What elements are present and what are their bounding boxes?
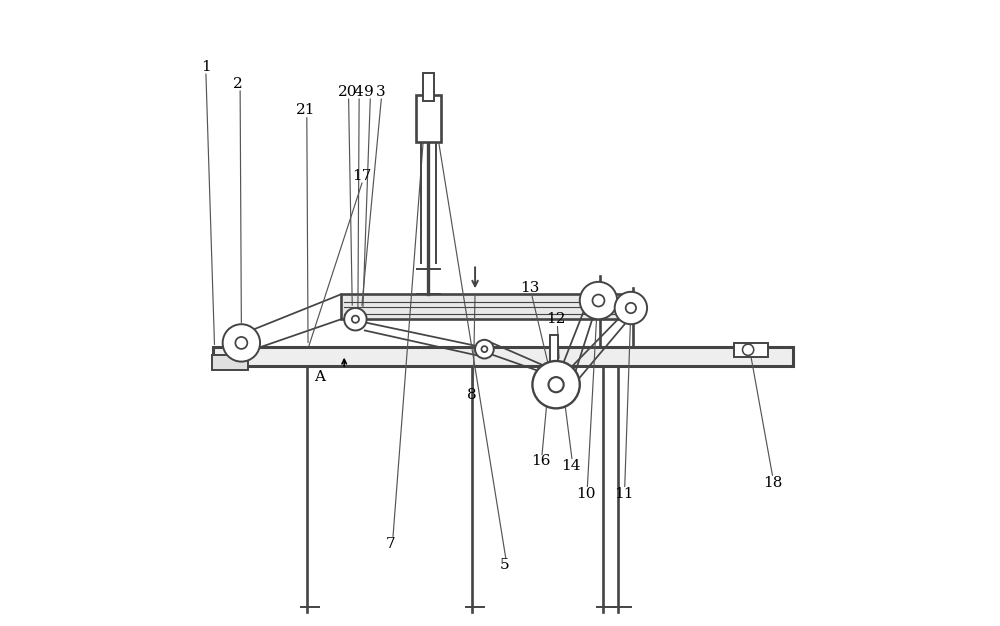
Circle shape: [532, 361, 580, 408]
Text: 8: 8: [467, 388, 477, 403]
Text: 13: 13: [520, 281, 540, 295]
Text: 11: 11: [614, 487, 633, 501]
Text: 4: 4: [353, 85, 363, 99]
Circle shape: [223, 324, 260, 362]
Circle shape: [549, 377, 564, 393]
Circle shape: [615, 292, 647, 324]
Text: 2: 2: [233, 76, 243, 91]
Text: 14: 14: [561, 459, 581, 473]
Bar: [423, 73, 434, 101]
Circle shape: [481, 346, 487, 352]
Text: 9: 9: [364, 85, 374, 99]
Text: 3: 3: [376, 85, 385, 99]
Bar: [213, 347, 793, 366]
Bar: [734, 343, 768, 357]
Text: 1: 1: [201, 60, 211, 74]
Text: 5: 5: [500, 558, 510, 572]
Text: A: A: [314, 369, 325, 384]
Circle shape: [626, 303, 636, 313]
Text: 10: 10: [576, 487, 596, 501]
Bar: [212, 355, 248, 371]
Circle shape: [742, 344, 754, 356]
Bar: [416, 95, 441, 141]
Circle shape: [592, 295, 604, 307]
Circle shape: [235, 337, 247, 349]
Bar: [341, 294, 622, 319]
Circle shape: [475, 340, 494, 359]
Text: 12: 12: [546, 312, 566, 326]
Text: 18: 18: [763, 476, 783, 490]
Bar: [550, 335, 558, 366]
Circle shape: [344, 308, 367, 331]
Text: 16: 16: [531, 454, 550, 468]
Text: 20: 20: [338, 85, 357, 99]
Circle shape: [352, 316, 359, 323]
Text: 17: 17: [352, 169, 371, 183]
Circle shape: [580, 282, 617, 319]
Text: 21: 21: [296, 103, 315, 118]
Text: 7: 7: [386, 536, 396, 551]
